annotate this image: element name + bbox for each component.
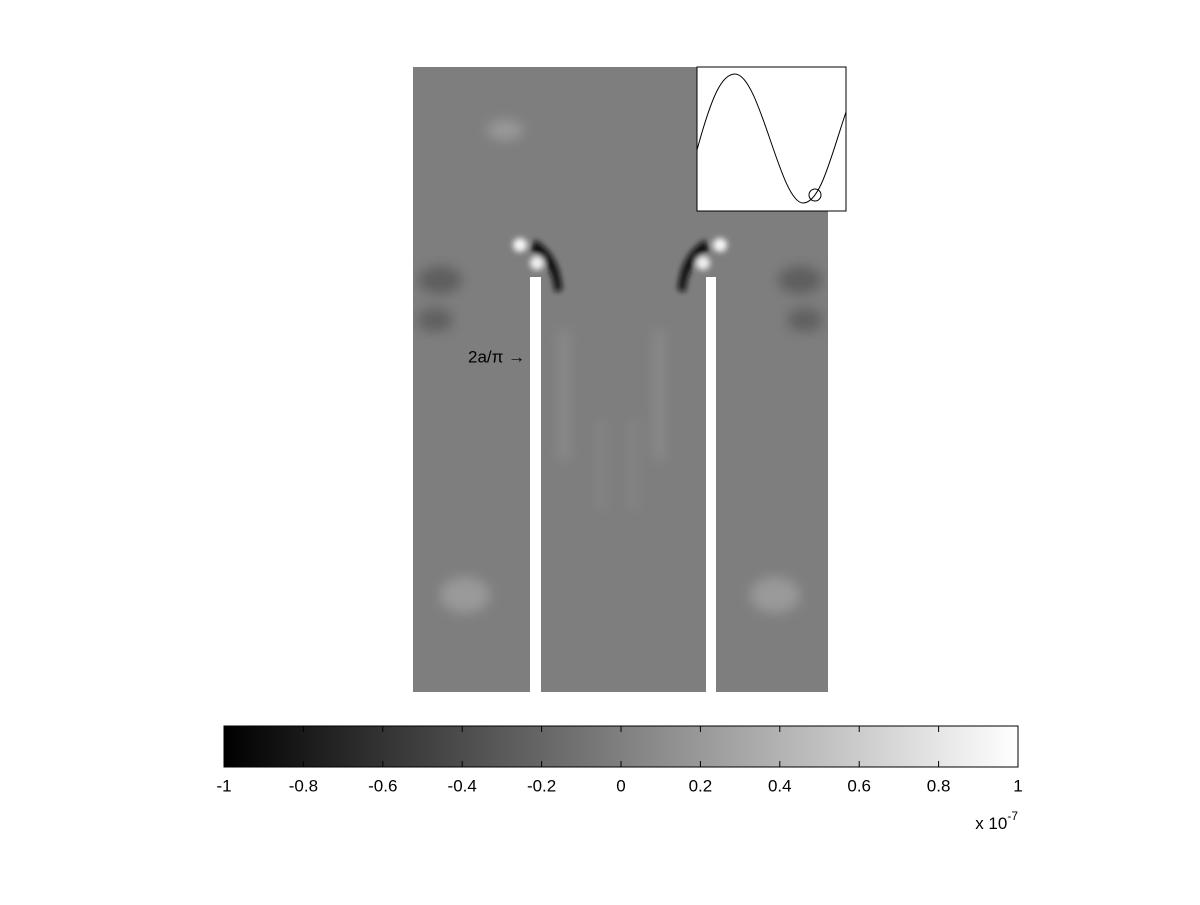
slit	[530, 277, 541, 692]
tick-label: -0.2	[527, 776, 556, 795]
tick-label: 0.2	[689, 776, 713, 795]
tick-label: 0.6	[847, 776, 871, 795]
tick-label: 0	[616, 776, 625, 795]
multiplier-base: x 10	[975, 814, 1007, 833]
tick-label: 0.4	[768, 776, 792, 795]
colorbar-bar	[223, 725, 1019, 768]
inset-marker	[808, 188, 822, 202]
inset-curve	[696, 73, 847, 204]
tick-label: 1	[1013, 776, 1022, 795]
colorbar	[223, 725, 1019, 768]
tick-label: -1	[216, 776, 231, 795]
slit	[706, 277, 716, 692]
tick-label: -0.4	[448, 776, 477, 795]
inset	[696, 66, 847, 212]
inset-frame	[696, 66, 847, 212]
field-features	[513, 238, 727, 292]
annotation: 2a/π →	[468, 347, 525, 366]
colorbar-multiplier: x 10-7	[975, 809, 1018, 833]
tick-label: -0.6	[368, 776, 397, 795]
tick-label: 0.8	[927, 776, 951, 795]
multiplier-exponent: -7	[1007, 809, 1018, 823]
field-texture	[417, 120, 823, 613]
tick-label: -0.8	[289, 776, 318, 795]
